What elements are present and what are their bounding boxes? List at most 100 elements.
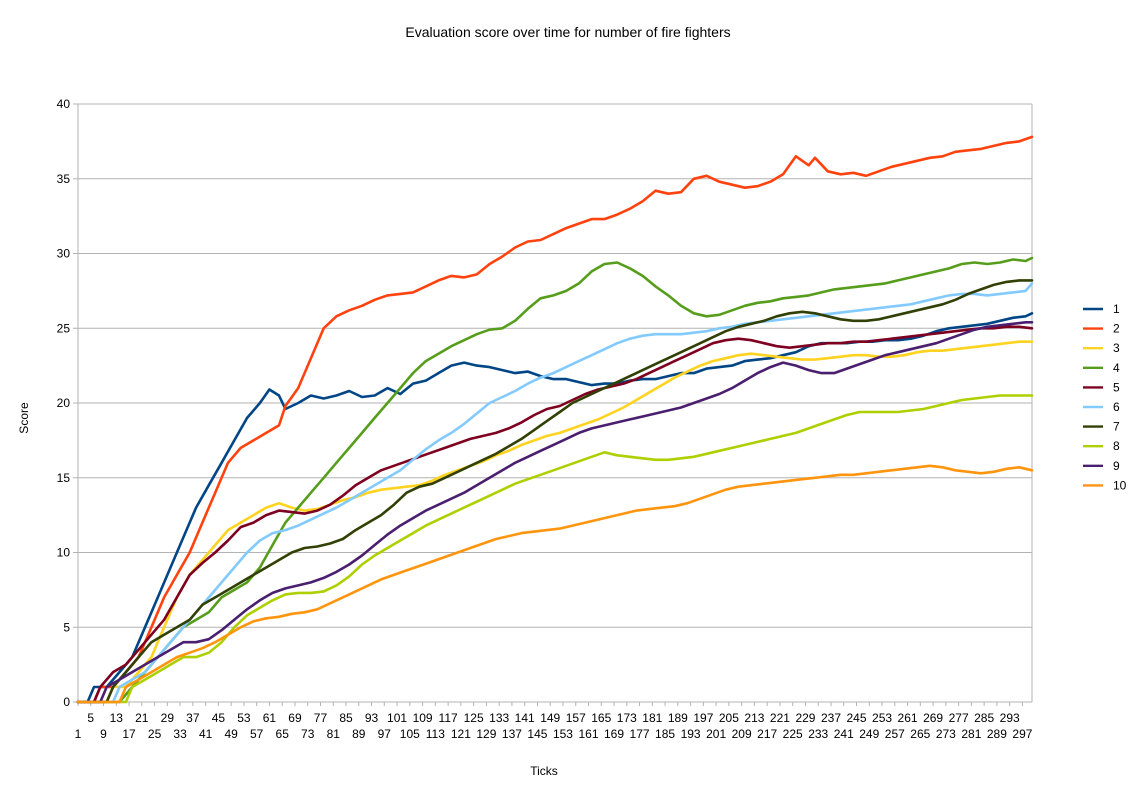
x-tick-label: 25 xyxy=(148,727,162,741)
x-tick-label: 237 xyxy=(821,711,841,725)
x-tick-label: 209 xyxy=(732,727,752,741)
x-tick-label: 205 xyxy=(719,711,739,725)
x-tick-label: 5 xyxy=(87,711,94,725)
legend-label-2: 2 xyxy=(1113,322,1120,336)
x-tick-label: 69 xyxy=(288,711,302,725)
x-tick-label: 73 xyxy=(301,727,315,741)
legend-label-3: 3 xyxy=(1113,341,1120,355)
x-tick-label: 121 xyxy=(451,727,471,741)
series-line-5 xyxy=(76,325,1034,704)
x-tick-label: 165 xyxy=(591,711,611,725)
y-tick-label: 40 xyxy=(57,97,71,111)
x-tick-label: 81 xyxy=(327,727,341,741)
x-tick-label: 217 xyxy=(757,727,777,741)
legend-label-9: 9 xyxy=(1113,459,1120,473)
x-tick-label: 193 xyxy=(681,727,701,741)
x-tick-label: 129 xyxy=(476,727,496,741)
y-tick-label: 35 xyxy=(57,172,71,186)
x-tick-label: 125 xyxy=(464,711,484,725)
x-tick-label: 137 xyxy=(502,727,522,741)
x-tick-label: 265 xyxy=(910,727,930,741)
x-tick-label: 257 xyxy=(885,727,905,741)
series-line-6 xyxy=(76,282,1034,704)
x-tick-label: 97 xyxy=(378,727,392,741)
x-tick-label: 261 xyxy=(898,711,918,725)
x-tick-label: 249 xyxy=(859,727,879,741)
x-tick-label: 21 xyxy=(135,711,149,725)
x-tick-label: 225 xyxy=(783,727,803,741)
x-tick-label: 169 xyxy=(604,727,624,741)
series-line-4 xyxy=(76,256,1034,704)
x-tick-label: 273 xyxy=(936,727,956,741)
legend-label-1: 1 xyxy=(1113,302,1120,316)
legend-label-6: 6 xyxy=(1113,400,1120,414)
x-tick-label: 77 xyxy=(314,711,328,725)
y-tick-label: 20 xyxy=(57,396,71,410)
x-tick-label: 133 xyxy=(489,711,509,725)
x-tick-label: 281 xyxy=(961,727,981,741)
x-tick-label: 221 xyxy=(770,711,790,725)
legend-label-5: 5 xyxy=(1113,380,1120,394)
series-line-8 xyxy=(76,394,1034,704)
x-tick-label: 61 xyxy=(263,711,277,725)
x-tick-label: 181 xyxy=(642,711,662,725)
x-tick-label: 49 xyxy=(224,727,238,741)
x-tick-label: 201 xyxy=(706,727,726,741)
y-tick-label: 5 xyxy=(63,620,70,634)
x-tick-label: 145 xyxy=(527,727,547,741)
x-tick-label: 57 xyxy=(250,727,264,741)
x-tick-label: 213 xyxy=(744,711,764,725)
x-tick-label: 101 xyxy=(387,711,407,725)
x-tick-label: 245 xyxy=(846,711,866,725)
x-tick-label: 289 xyxy=(987,727,1007,741)
x-tick-label: 141 xyxy=(515,711,535,725)
x-tick-label: 161 xyxy=(578,727,598,741)
legend: 1 2 3 4 5 6 7 8 9 10 xyxy=(1083,302,1127,492)
x-tick-label: 105 xyxy=(400,727,420,741)
y-tick-label: 25 xyxy=(57,321,71,335)
x-tick-label: 177 xyxy=(630,727,650,741)
x-tick-label: 269 xyxy=(923,711,943,725)
series-lines xyxy=(76,135,1034,704)
x-tick-label: 53 xyxy=(237,711,251,725)
x-tick-label: 29 xyxy=(161,711,175,725)
x-tick-label: 33 xyxy=(173,727,187,741)
x-tick-label: 153 xyxy=(553,727,573,741)
x-tick-label: 253 xyxy=(872,711,892,725)
x-tick-label: 1 xyxy=(75,727,82,741)
series-line-7 xyxy=(76,279,1034,704)
axes: 0 5 10 15 20 25 30 35 40 5 13 21 29 37 45 53 61 69 77 85 93 1… xyxy=(57,97,1033,741)
legend-label-10: 10 xyxy=(1113,478,1127,492)
x-tick-label: 17 xyxy=(122,727,136,741)
series-line-3 xyxy=(76,340,1034,704)
x-tick-label: 93 xyxy=(365,711,379,725)
x-tick-label: 65 xyxy=(276,727,290,741)
x-tick-label: 45 xyxy=(212,711,226,725)
x-tick-label: 185 xyxy=(655,727,675,741)
x-tick-label: 285 xyxy=(974,711,994,725)
x-tick-label: 229 xyxy=(795,711,815,725)
x-tick-label: 9 xyxy=(100,727,107,741)
x-tick-label: 241 xyxy=(834,727,854,741)
x-tick-label: 37 xyxy=(186,711,200,725)
x-tick-label: 13 xyxy=(110,711,124,725)
y-axis-title: Score xyxy=(17,402,31,434)
x-tick-label: 157 xyxy=(566,711,586,725)
x-tick-label: 233 xyxy=(808,727,828,741)
x-tick-label: 89 xyxy=(352,727,366,741)
x-axis-title: Ticks xyxy=(530,764,558,778)
legend-label-4: 4 xyxy=(1113,361,1120,375)
x-tick-label: 149 xyxy=(540,711,560,725)
legend-label-8: 8 xyxy=(1113,439,1120,453)
series-line-9 xyxy=(76,321,1034,704)
x-tick-label: 85 xyxy=(339,711,353,725)
series-line-2 xyxy=(76,135,1034,704)
gridlines xyxy=(78,103,1032,703)
chart-title: Evaluation score over time for number of… xyxy=(405,24,730,40)
x-tick-label: 293 xyxy=(1000,711,1020,725)
y-tick-label: 0 xyxy=(63,695,70,709)
y-tick-label: 30 xyxy=(57,247,71,261)
x-tick-label: 173 xyxy=(617,711,637,725)
legend-label-7: 7 xyxy=(1113,420,1120,434)
